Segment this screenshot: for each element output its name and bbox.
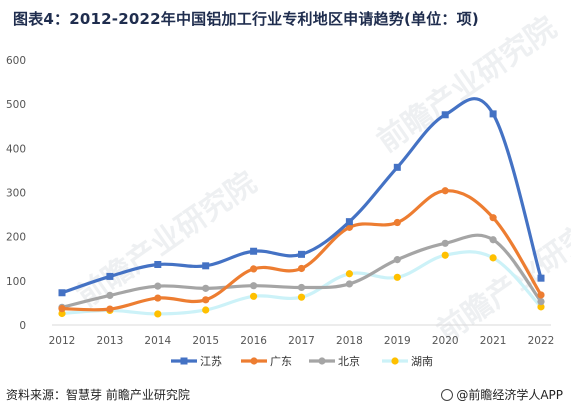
x-tick-label: 2020 — [432, 335, 459, 347]
data-point-marker — [106, 291, 114, 300]
y-tick-label: 200 — [6, 232, 26, 244]
brand-label: @前瞻经济学人APP — [441, 386, 563, 403]
data-point-marker — [202, 262, 210, 270]
data-point-marker — [297, 264, 306, 273]
data-point-marker — [393, 273, 401, 281]
data-point-marker — [345, 280, 353, 288]
x-tick-label: 2021 — [480, 335, 507, 347]
data-point-marker — [202, 284, 210, 292]
data-point-marker — [345, 270, 353, 278]
x-tick-label: 2016 — [240, 335, 267, 347]
data-point-marker — [393, 163, 401, 171]
data-point-marker — [297, 283, 306, 292]
legend-marker — [250, 357, 258, 365]
data-point-marker — [537, 297, 545, 306]
data-point-marker — [202, 306, 210, 314]
legend-marker — [180, 357, 188, 365]
data-point-marker — [489, 254, 497, 262]
series-line — [60, 97, 543, 295]
source-note: 资料来源：智慧芽 前瞻产业研究院 — [6, 388, 190, 402]
data-point-marker — [58, 305, 66, 313]
data-point-marker — [441, 187, 449, 195]
data-point-marker — [345, 223, 353, 231]
x-tick-label: 2017 — [288, 335, 315, 347]
data-point-marker — [393, 218, 401, 227]
x-tick-label: 2013 — [97, 335, 124, 347]
data-point-marker — [537, 274, 545, 282]
data-point-marker — [250, 282, 258, 290]
x-tick-label: 2012 — [49, 335, 76, 347]
data-point-marker — [489, 236, 497, 244]
y-tick-label: 600 — [6, 55, 26, 67]
brand-text: @前瞻经济学人APP — [456, 388, 563, 402]
chart-title: 图表4：2012-2022年中国铝加工行业专利地区申请趋势(单位：项) — [13, 10, 479, 28]
x-tick-label: 2019 — [384, 335, 411, 347]
data-point-marker — [537, 291, 545, 299]
data-point-marker — [154, 282, 162, 290]
legend-marker — [318, 357, 326, 365]
legend-label: 北京 — [338, 354, 360, 368]
legend-label: 广东 — [270, 355, 292, 368]
data-point-marker — [58, 289, 66, 297]
x-tick-label: 2022 — [528, 335, 555, 347]
x-tick-label: 2014 — [144, 335, 171, 347]
data-point-marker — [250, 265, 258, 273]
y-tick-label: 100 — [6, 276, 26, 288]
data-point-marker — [106, 272, 114, 280]
y-tick-label: 0 — [19, 320, 26, 332]
legend-label: 江苏 — [200, 355, 222, 368]
y-tick-label: 300 — [6, 188, 26, 200]
data-point-marker — [297, 293, 306, 301]
legend-label: 湖南 — [411, 355, 433, 368]
y-tick-label: 400 — [6, 143, 26, 155]
data-point-marker — [441, 251, 449, 259]
data-point-marker — [441, 111, 449, 119]
data-point-marker — [154, 294, 162, 302]
data-point-marker — [393, 256, 401, 264]
legend-marker — [391, 357, 399, 365]
data-point-marker — [106, 305, 114, 313]
x-tick-label: 2018 — [336, 335, 363, 347]
data-point-marker — [202, 296, 210, 304]
data-point-marker — [250, 247, 258, 255]
data-point-marker — [250, 292, 258, 300]
data-point-marker — [154, 310, 162, 318]
y-tick-label: 500 — [6, 99, 26, 111]
data-point-marker — [489, 110, 497, 118]
x-tick-label: 2015 — [192, 335, 219, 347]
data-point-marker — [154, 260, 162, 268]
data-point-marker — [441, 239, 449, 247]
data-point-marker — [298, 250, 305, 258]
data-point-marker — [537, 303, 545, 311]
data-point-marker — [489, 214, 497, 222]
brand-logo-icon — [441, 389, 454, 401]
data-point-marker — [345, 218, 353, 226]
